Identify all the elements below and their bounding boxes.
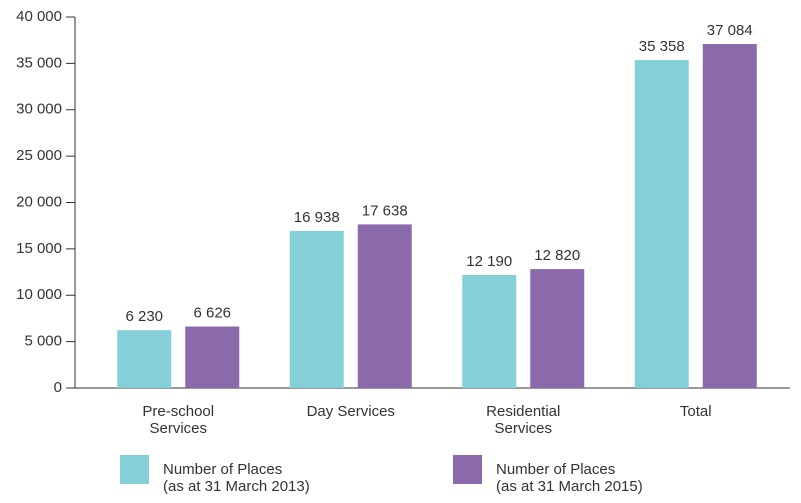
value-label: 17 638: [362, 202, 408, 219]
value-label: 12 820: [534, 247, 580, 264]
bar: [289, 230, 344, 388]
bar: [117, 330, 172, 388]
legend-label: Number of Places (as at 31 March 2013): [163, 461, 310, 495]
value-label: 35 358: [639, 38, 685, 55]
value-label: 6 230: [125, 308, 163, 325]
y-tick-label: 15 000: [16, 240, 62, 257]
y-tick-label: 10 000: [16, 286, 62, 303]
bar: [357, 224, 412, 388]
bar: [462, 274, 517, 388]
y-tick-label: 20 000: [16, 193, 62, 210]
value-label: 6 626: [193, 305, 231, 322]
y-tick-label: 35 000: [16, 54, 62, 71]
value-label: 37 084: [707, 22, 753, 39]
y-tick-label: 25 000: [16, 147, 62, 164]
x-tick-label: Day Services: [306, 403, 395, 420]
bar: [185, 326, 240, 388]
bar: [530, 269, 585, 388]
y-tick-label: 0: [54, 379, 62, 396]
bar: [702, 44, 757, 388]
value-label: 12 190: [466, 253, 512, 270]
x-tick-label: Residential Services: [486, 403, 561, 437]
legend-swatch: [120, 455, 149, 484]
legend-swatch: [453, 455, 482, 484]
x-tick-label: Pre-school Services: [142, 403, 215, 437]
y-tick-label: 30 000: [16, 101, 62, 118]
y-tick-label: 40 000: [16, 8, 62, 25]
value-label: 16 938: [294, 209, 340, 226]
legend-label: Number of Places (as at 31 March 2015): [496, 461, 643, 495]
y-tick-label: 5 000: [24, 333, 62, 350]
bar: [634, 60, 689, 388]
x-tick-label: Total: [679, 403, 712, 420]
